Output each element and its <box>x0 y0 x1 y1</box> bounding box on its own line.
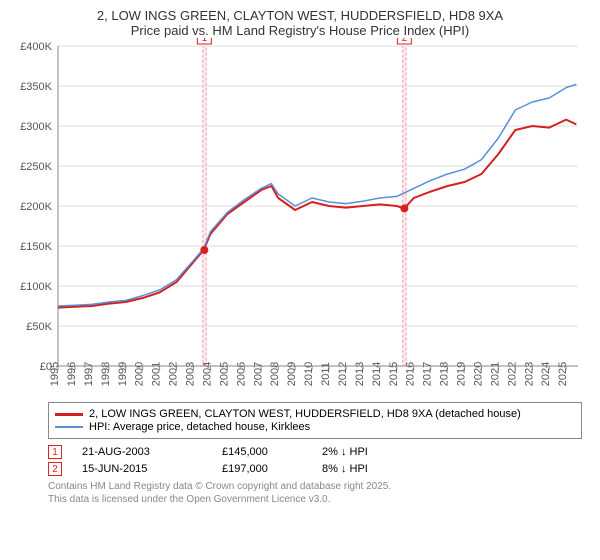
svg-text:2009: 2009 <box>286 362 298 386</box>
svg-text:2022: 2022 <box>506 362 518 386</box>
legend: 2, LOW INGS GREEN, CLAYTON WEST, HUDDERS… <box>48 402 582 439</box>
sale-date: 21-AUG-2003 <box>82 446 202 458</box>
line-chart: £0£50K£100K£150K£200K£250K£300K£350K£400… <box>8 38 592 398</box>
footnote-line: This data is licensed under the Open Gov… <box>48 493 582 506</box>
svg-text:2001: 2001 <box>151 362 163 386</box>
title-line-2: Price paid vs. HM Land Registry's House … <box>8 23 592 38</box>
sale-row: 1 21-AUG-2003 £145,000 2% ↓ HPI <box>48 445 582 459</box>
sale-marker-icon: 2 <box>48 462 62 476</box>
svg-text:2006: 2006 <box>235 362 247 386</box>
svg-text:2023: 2023 <box>523 362 535 386</box>
svg-text:2015: 2015 <box>388 362 400 386</box>
svg-text:2010: 2010 <box>303 362 315 386</box>
svg-text:£400K: £400K <box>20 41 52 53</box>
svg-text:£150K: £150K <box>20 241 52 253</box>
legend-item-hpi: HPI: Average price, detached house, Kirk… <box>55 421 575 433</box>
sale-delta: 8% ↓ HPI <box>322 463 368 475</box>
svg-text:£350K: £350K <box>20 81 52 93</box>
svg-text:2018: 2018 <box>439 362 451 386</box>
svg-text:2: 2 <box>402 38 408 44</box>
svg-text:£300K: £300K <box>20 121 52 133</box>
chart-container: £0£50K£100K£150K£200K£250K£300K£350K£400… <box>8 38 592 398</box>
legend-label: HPI: Average price, detached house, Kirk… <box>89 421 310 433</box>
sale-marker-icon: 1 <box>48 445 62 459</box>
svg-text:2021: 2021 <box>489 362 501 386</box>
svg-text:2016: 2016 <box>405 362 417 386</box>
sale-price: £197,000 <box>222 463 302 475</box>
legend-label: 2, LOW INGS GREEN, CLAYTON WEST, HUDDERS… <box>89 408 521 420</box>
svg-text:2008: 2008 <box>269 362 281 386</box>
svg-text:2014: 2014 <box>371 362 383 386</box>
svg-text:1: 1 <box>202 38 208 44</box>
svg-text:2007: 2007 <box>252 362 264 386</box>
svg-text:£100K: £100K <box>20 281 52 293</box>
svg-text:2002: 2002 <box>168 362 180 386</box>
footnote-line: Contains HM Land Registry data © Crown c… <box>48 480 582 493</box>
svg-text:2003: 2003 <box>185 362 197 386</box>
title-line-1: 2, LOW INGS GREEN, CLAYTON WEST, HUDDERS… <box>8 8 592 23</box>
sales-table: 1 21-AUG-2003 £145,000 2% ↓ HPI 2 15-JUN… <box>48 445 582 476</box>
sale-price: £145,000 <box>222 446 302 458</box>
svg-text:2017: 2017 <box>422 362 434 386</box>
svg-text:1996: 1996 <box>66 362 78 386</box>
svg-text:2024: 2024 <box>540 362 552 386</box>
svg-text:2013: 2013 <box>354 362 366 386</box>
svg-text:2020: 2020 <box>472 362 484 386</box>
svg-text:2012: 2012 <box>337 362 349 386</box>
svg-text:2004: 2004 <box>201 362 213 386</box>
legend-swatch <box>55 413 83 416</box>
svg-text:1999: 1999 <box>117 362 129 386</box>
svg-text:£250K: £250K <box>20 161 52 173</box>
svg-text:1998: 1998 <box>100 362 112 386</box>
svg-text:1997: 1997 <box>83 362 95 386</box>
svg-text:2019: 2019 <box>456 362 468 386</box>
sale-row: 2 15-JUN-2015 £197,000 8% ↓ HPI <box>48 462 582 476</box>
legend-item-price-paid: 2, LOW INGS GREEN, CLAYTON WEST, HUDDERS… <box>55 408 575 420</box>
svg-text:2005: 2005 <box>218 362 230 386</box>
svg-text:2025: 2025 <box>557 362 569 386</box>
sale-date: 15-JUN-2015 <box>82 463 202 475</box>
legend-swatch <box>55 426 83 428</box>
svg-text:£200K: £200K <box>20 201 52 213</box>
chart-title-block: 2, LOW INGS GREEN, CLAYTON WEST, HUDDERS… <box>8 8 592 38</box>
svg-text:£50K: £50K <box>26 321 52 333</box>
sale-delta: 2% ↓ HPI <box>322 446 368 458</box>
footnote: Contains HM Land Registry data © Crown c… <box>48 480 582 506</box>
svg-text:2000: 2000 <box>134 362 146 386</box>
svg-text:1995: 1995 <box>49 362 61 386</box>
